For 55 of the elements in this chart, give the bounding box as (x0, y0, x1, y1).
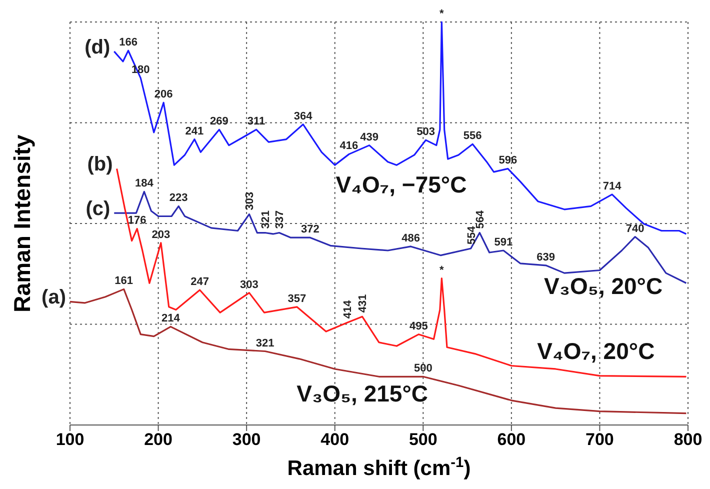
series-label: (c) (86, 198, 110, 220)
annotation: 714 (602, 180, 622, 192)
annotation: 503 (416, 126, 435, 138)
annotation: 564 (474, 210, 487, 229)
annotation: 500 (414, 362, 432, 375)
annotation: 495 (410, 320, 428, 332)
annotation: 740 (626, 222, 644, 235)
x-tick-label: 700 (586, 430, 614, 450)
x-tick-label: 400 (320, 430, 350, 450)
annotation: 321 (260, 210, 272, 229)
annotation: 223 (169, 192, 188, 204)
x-tick-label: 300 (232, 430, 261, 450)
x-tick-label: 200 (144, 430, 172, 450)
series-label: (b) (87, 154, 113, 176)
annotation: 596 (498, 154, 518, 167)
annotation: 247 (190, 276, 209, 288)
annotation: 321 (256, 337, 274, 350)
annotation: 311 (247, 116, 266, 128)
annotation: 176 (128, 214, 146, 227)
annotation: 486 (402, 232, 420, 244)
annotation: 241 (185, 125, 204, 138)
annotation: V₄O₇, −75°C (336, 171, 467, 198)
annotation: 166 (119, 36, 138, 49)
annotation: V₄O₇, 20°C (537, 338, 655, 364)
annotation: 591 (494, 236, 513, 248)
annotation: * (440, 8, 445, 20)
annotation: 184 (134, 178, 154, 190)
annotation: 439 (360, 131, 378, 144)
y-axis-title: Raman Intensity (9, 134, 35, 312)
annotation: 556 (463, 130, 482, 142)
series-label: (a) (42, 286, 66, 309)
x-tick-label: 600 (497, 430, 526, 450)
annotation: 639 (536, 251, 556, 264)
annotation: V₃O₅, 215°C (296, 380, 428, 407)
annotation: 269 (210, 116, 228, 128)
annotation: V₃O₅, 20°C (544, 273, 663, 300)
x-axis-title: Raman shift (cm$^{-1}$) (287, 455, 471, 480)
annotation: 372 (300, 224, 320, 236)
x-tick-label: 800 (674, 430, 702, 450)
annotation: 303 (240, 278, 258, 291)
annotation: 203 (152, 228, 170, 241)
annotation: 303 (244, 192, 256, 210)
annotation: 364 (294, 110, 314, 122)
annotation: 337 (274, 210, 286, 229)
annotation: 416 (340, 140, 358, 152)
annotation: 214 (161, 312, 181, 325)
annotation: 161 (114, 275, 134, 288)
annotation: 414 (342, 299, 354, 319)
annotation: 431 (357, 294, 370, 313)
annotation: 206 (154, 88, 173, 101)
annotation: * (440, 264, 445, 276)
series-label: (d) (84, 36, 110, 58)
annotation: 357 (288, 292, 306, 305)
x-tick-label: 500 (408, 430, 438, 450)
x-tick-label: 100 (56, 430, 84, 450)
